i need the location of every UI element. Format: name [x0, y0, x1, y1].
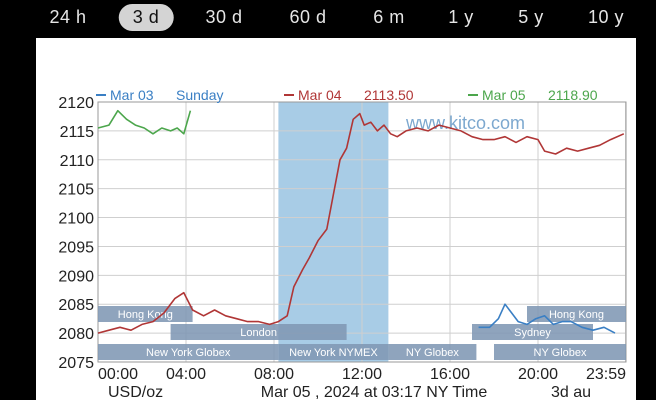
legend-value: 2113.50: [364, 87, 414, 103]
series-line-mar-05: [97, 109, 192, 135]
session-bar: [98, 344, 279, 360]
y-tick-label: 2085: [58, 297, 94, 314]
y-tick-label: 2080: [58, 326, 94, 343]
session-label: New York Globex: [146, 347, 231, 359]
y-tick-label: 2075: [58, 355, 94, 372]
x-tick-label: 16:00: [430, 366, 470, 383]
x-tick-label: 20:00: [518, 366, 558, 383]
y-tick-label: 2100: [58, 211, 94, 228]
session-bar: [472, 324, 593, 340]
nymex-highlight-band: [278, 102, 389, 362]
session-bar: [98, 306, 193, 322]
legend-value: Sunday: [176, 87, 223, 103]
chart-panel: www.kitco.com Hong Kong Hong Kong London Syd…: [36, 38, 636, 400]
x-tick-label: 08:00: [254, 366, 294, 383]
session-label: New York NYMEX: [289, 347, 378, 359]
tab-5y[interactable]: 5 y: [518, 7, 544, 27]
session-label: NY Globex: [406, 347, 459, 359]
session-label: Hong Kong: [549, 309, 604, 321]
legend-name: Mar 05: [482, 87, 526, 103]
x-tick-label: 04:00: [166, 366, 206, 383]
y-tick-label: 2115: [60, 124, 95, 141]
session-label: Hong Kong: [118, 309, 173, 321]
series-line-mar-03: [478, 303, 616, 334]
session-bar: [494, 344, 626, 360]
legend-name: Mar 04: [298, 87, 342, 103]
session-label: NY Globex: [534, 347, 587, 359]
chart-period-label: 3d au: [551, 384, 591, 400]
plot-frame: [97, 101, 627, 363]
timestamp-footer: Mar 05 , 2024 at 03:17 NY Time: [261, 384, 488, 400]
x-tick-label: 00:00: [98, 366, 138, 383]
timeframe-tabs: 24 h 3 d 30 d 60 d 6 m 1 y 5 y 10 y: [0, 0, 656, 36]
session-label: Sydney: [514, 327, 551, 339]
tab-6m[interactable]: 6 m: [373, 7, 405, 27]
session-bar: [388, 344, 477, 360]
tab-60d[interactable]: 60 d: [289, 7, 327, 27]
tab-1y[interactable]: 1 y: [448, 7, 474, 27]
y-tick-label: 2105: [58, 182, 94, 199]
y-tick-label: 2090: [58, 268, 94, 285]
tab-3d[interactable]: 3 d: [118, 4, 174, 31]
tab-24h[interactable]: 24 h: [49, 7, 87, 27]
tab-30d[interactable]: 30 d: [205, 7, 243, 27]
tab-10y[interactable]: 10 y: [587, 7, 625, 27]
legend-name: Mar 03: [110, 87, 154, 103]
y-tick-label: 2120: [58, 95, 94, 112]
y-tick-label: 2110: [60, 153, 95, 170]
y-tick-label: 2095: [58, 239, 94, 256]
session-label: London: [240, 327, 277, 339]
units-label: USD/oz: [108, 384, 163, 400]
session-bar: [278, 344, 389, 360]
x-tick-label: 23:59: [586, 366, 626, 383]
session-bar: [527, 306, 626, 322]
legend-value: 2118.90: [548, 87, 598, 103]
session-bar: [170, 324, 347, 340]
x-tick-label: 12:00: [342, 366, 382, 383]
series-line-mar-04: [97, 112, 625, 334]
